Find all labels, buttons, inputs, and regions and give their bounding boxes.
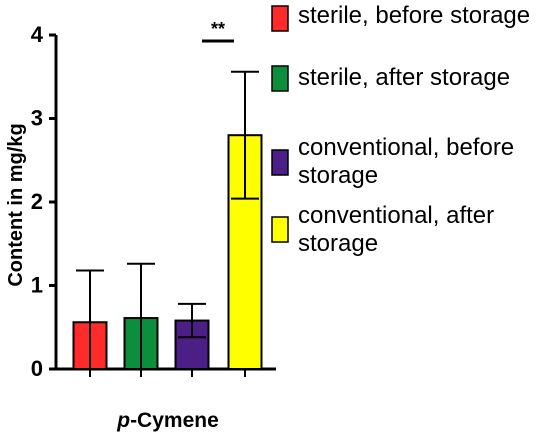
legend-swatch	[271, 65, 289, 92]
legend-swatch	[271, 5, 289, 32]
y-tick-label: 4	[31, 22, 44, 47]
x-axis	[55, 367, 276, 377]
y-axis: 0 1 2 3 4	[31, 22, 58, 381]
bars	[72, 134, 263, 371]
legend-swatch	[271, 149, 289, 176]
x-axis-label-italic-prefix: p	[116, 409, 130, 432]
error-bars	[76, 70, 259, 369]
legend-label-line: conventional, before	[298, 134, 514, 161]
x-axis-label: p-Cymene	[116, 409, 219, 432]
legend-label: conventional, after storage	[298, 202, 494, 257]
x-axis-label-suffix: -Cymene	[130, 409, 219, 432]
y-tick-label: 2	[31, 189, 43, 214]
legend-label-line: sterile, before storage	[298, 2, 530, 29]
y-axis-label: Content in mg/kg	[5, 123, 27, 286]
legend-label-line: sterile, after storage	[298, 64, 510, 91]
legend-label: conventional, before storage	[298, 134, 514, 189]
legend-label: sterile, before storage	[298, 2, 530, 29]
legend-label: sterile, after storage	[298, 64, 510, 91]
legend-swatch	[271, 216, 289, 243]
y-tick-label: 1	[31, 273, 43, 298]
y-tick-label: 3	[31, 106, 43, 131]
significance-label: **	[211, 19, 225, 39]
legend-label-line: storage	[298, 230, 378, 257]
legend-label-line: conventional, after	[298, 202, 494, 229]
significance-annotation: **	[202, 19, 234, 43]
y-tick-label: 0	[31, 356, 43, 381]
legend-label-line: storage	[298, 162, 378, 189]
legend: sterile, before storage sterile, after st…	[271, 2, 530, 257]
